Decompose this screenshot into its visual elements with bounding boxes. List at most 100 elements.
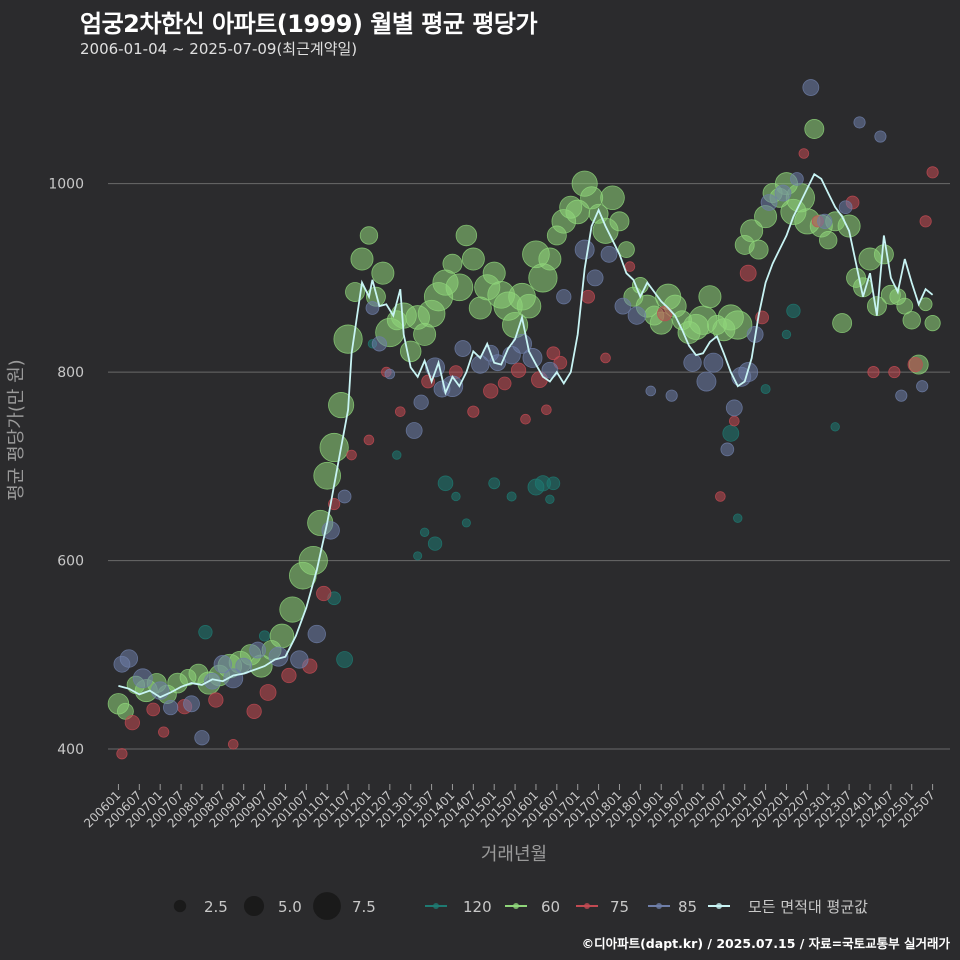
point-85 [194, 730, 210, 746]
point-60 [924, 315, 941, 332]
point-60 [455, 224, 478, 247]
point-85 [683, 353, 702, 372]
point-60 [609, 211, 630, 232]
point-60 [279, 596, 306, 623]
point-85 [838, 200, 853, 215]
point-60 [445, 273, 474, 302]
point-75 [363, 434, 375, 446]
point-85 [365, 301, 380, 315]
chart-title: 엄궁2차한신 아파트(1999) 월별 평균 평당가 [80, 10, 538, 38]
x-axis-label: 거래년월 [481, 844, 547, 865]
y-tick-label: 800 [57, 365, 84, 381]
legend-series-label: 75 [610, 898, 629, 916]
point-85 [725, 399, 743, 417]
legend-point-symbol [716, 903, 722, 909]
point-75 [657, 306, 673, 322]
point-60 [832, 313, 853, 334]
point-75 [600, 352, 611, 364]
point-60 [399, 340, 422, 363]
point-85 [874, 130, 887, 143]
point-85 [895, 389, 908, 402]
point-75 [541, 404, 552, 416]
chart-subtitle: 2006-01-04 ~ 2025-07-09(최근계약일) [80, 40, 358, 58]
point-120 [722, 424, 740, 442]
point-85 [802, 79, 820, 96]
point-60 [269, 623, 295, 649]
data-points [107, 79, 941, 760]
point-75 [715, 491, 726, 502]
point-75 [246, 703, 262, 719]
point-75 [158, 726, 170, 738]
point-75 [907, 356, 923, 373]
mean-line-layer [118, 172, 934, 699]
point-85 [627, 306, 647, 325]
point-85 [307, 624, 326, 644]
point-120 [461, 518, 471, 528]
point-85 [916, 380, 929, 393]
point-75 [581, 289, 595, 304]
x-axis: 2006012006072007012007072008012008072009… [81, 784, 938, 831]
legend-series-label: 120 [463, 898, 492, 916]
point-85 [665, 389, 678, 402]
point-75 [124, 715, 140, 731]
y-axis-label: 평균 평당가(만 원) [6, 359, 27, 500]
point-85 [760, 194, 778, 211]
point-60 [328, 392, 355, 419]
legend: 2.5 5.0 7.5 120 60 75 85 모든 면적대 평균값 [173, 892, 868, 920]
point-75 [259, 684, 277, 701]
point-120 [786, 303, 801, 319]
point-75 [624, 261, 636, 272]
point-85 [183, 695, 200, 713]
point-60 [600, 185, 625, 211]
legend-point-symbol [433, 903, 439, 909]
point-120 [506, 491, 517, 502]
point-85 [213, 655, 232, 674]
point-85 [600, 245, 618, 263]
legend-series-label: 60 [541, 898, 560, 916]
point-60 [319, 432, 349, 463]
legend-series-label: 85 [678, 898, 697, 916]
point-85 [586, 269, 604, 287]
point-75 [867, 366, 880, 379]
point-120 [545, 494, 555, 504]
point-85 [337, 489, 352, 504]
legend-point-symbol [513, 903, 519, 909]
point-120 [413, 551, 423, 561]
point-85 [290, 650, 309, 669]
point-85 [853, 116, 866, 129]
point-85 [223, 668, 244, 689]
point-75 [497, 376, 512, 391]
point-60 [333, 324, 363, 354]
point-75 [208, 692, 224, 708]
point-75 [520, 413, 531, 425]
point-120 [392, 450, 402, 460]
legend-size-symbol [313, 892, 341, 920]
legend-series-label: 모든 면적대 평균값 [748, 898, 868, 916]
point-120 [733, 513, 743, 523]
point-60 [896, 297, 914, 315]
point-75 [346, 449, 357, 461]
point-60 [359, 226, 379, 245]
legend-size-symbol [173, 899, 187, 913]
point-60 [902, 311, 921, 330]
point-120 [336, 651, 353, 668]
point-85 [163, 699, 179, 716]
y-tick-label: 400 [57, 742, 84, 758]
point-85 [454, 340, 472, 357]
point-85 [119, 649, 139, 668]
point-85 [614, 297, 632, 315]
point-75 [394, 406, 406, 417]
point-85 [249, 641, 267, 659]
point-85 [696, 371, 717, 392]
legend-size-symbol [243, 895, 265, 917]
point-75 [281, 667, 297, 684]
point-85 [384, 368, 396, 380]
point-75 [116, 748, 128, 760]
point-60 [442, 253, 463, 274]
point-60 [819, 231, 838, 250]
point-85 [541, 361, 559, 379]
point-75 [546, 346, 561, 361]
point-60 [482, 261, 506, 285]
point-85 [405, 422, 423, 439]
